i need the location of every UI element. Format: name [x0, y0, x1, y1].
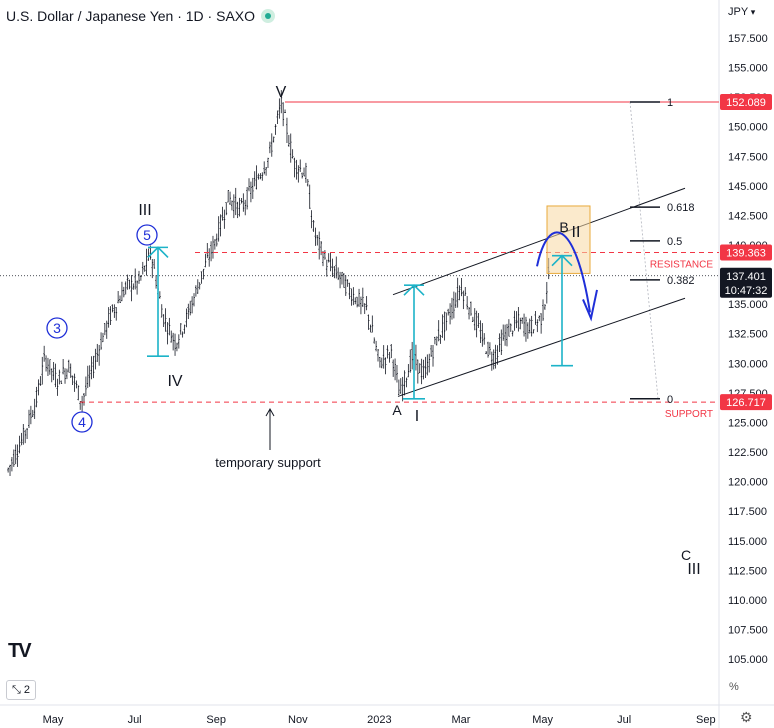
fib-level-label: 0 [667, 394, 673, 406]
bar-countdown-label: 10:47:32 [725, 285, 768, 297]
price-axis-badge: 139.363 [720, 244, 772, 261]
price-tick-label: 110.000 [728, 595, 767, 607]
last-price-bg [720, 267, 772, 298]
time-tick-label: Nov [288, 714, 308, 726]
time-axis[interactable]: May Jul Sep Nov 2023 Mar May Jul Sep [43, 714, 716, 726]
price-tick-label: 132.500 [728, 329, 768, 341]
measured-move-right [551, 254, 573, 367]
price-axis-badge: 126.717 [720, 394, 772, 411]
zoom-label: 2 [23, 684, 30, 696]
wave-iii-label: III [138, 202, 151, 219]
projection-arc [536, 231, 591, 313]
price-tick-label: 155.000 [728, 63, 768, 75]
wave-i-label: I [415, 408, 419, 425]
price-tick-label: 120.000 [728, 477, 768, 489]
time-tick-label: Mar [452, 714, 471, 726]
wave-a-label: A [392, 402, 402, 418]
price-badge-bg [720, 394, 772, 411]
market-open-status-icon [261, 9, 276, 23]
wave-circle-5: 5 [136, 224, 158, 246]
wave-circle-4: 4 [71, 411, 93, 433]
last-price-badge: 137.401 10:47:32 [720, 267, 772, 298]
price-tick-label: 122.500 [728, 447, 768, 459]
resistance-label: RESISTANCE [650, 260, 713, 271]
wave-v-label: V [276, 84, 287, 101]
candles [7, 90, 550, 476]
gear-icon[interactable]: ⚙ [740, 709, 753, 725]
fib-level-label: 0.618 [667, 202, 695, 214]
channel-upper-line [392, 187, 686, 296]
wave-circle-label: 3 [53, 320, 61, 336]
fib-level-label: 0.5 [667, 236, 682, 248]
price-badge-label: 139.363 [726, 248, 766, 260]
price-tick-label: 145.000 [728, 181, 768, 193]
price-badge-bg [720, 94, 772, 110]
temporary-support-label: temporary support [215, 455, 321, 470]
price-tick-label: 130.000 [728, 358, 768, 370]
wave-b-degree-label: II [572, 224, 581, 241]
projection-arrowhead [582, 289, 598, 322]
fib-level-label: 0.382 [667, 275, 695, 287]
tradingview-logo-icon: TV [8, 640, 32, 662]
price-tick-label: 150.000 [728, 122, 768, 134]
time-tick-label: Sep [206, 714, 226, 726]
price-axis-badge: 152.089 [720, 94, 772, 110]
price-tick-label: 112.500 [728, 565, 767, 577]
price-tick-label: 157.500 [728, 33, 768, 45]
wave-circle [136, 224, 158, 246]
currency-selector[interactable]: JPY [728, 6, 755, 18]
price-tick-label: 107.500 [728, 624, 768, 636]
time-tick-label: Jul [128, 714, 142, 726]
price-tick-label: 115.000 [728, 536, 767, 548]
wave-circle-3: 3 [46, 317, 68, 339]
wave-iv-label: IV [167, 373, 182, 390]
measured-move-middle [403, 284, 425, 400]
price-badge-label: 152.089 [726, 97, 766, 109]
price-badge-label: 126.717 [726, 397, 766, 409]
symbol-title: U.S. Dollar / Japanese Yen · 1D · SAXO [6, 8, 256, 24]
time-tick-label: May [43, 714, 64, 726]
last-price-label: 137.401 [726, 271, 766, 283]
support-label: SUPPORT [665, 409, 713, 420]
time-tick-label: Jul [617, 714, 631, 726]
price-tick-label: 125.000 [728, 417, 768, 429]
price-tick-label: 142.500 [728, 210, 768, 222]
measured-move-left [147, 246, 169, 358]
wave-c-label: C [681, 547, 691, 563]
time-tick-label: May [532, 714, 553, 726]
wave-c-degree-label: III [687, 561, 700, 578]
zoom-button[interactable]: ⤡ 2 [6, 680, 36, 700]
chart-title: U.S. Dollar / Japanese Yen · 1D · SAXO [6, 8, 276, 24]
price-tick-label: 117.500 [728, 506, 767, 518]
fib-trend-line [629, 101, 659, 399]
percent-scale-toggle[interactable]: % [729, 681, 739, 693]
channel-lower-line [397, 297, 686, 397]
wave-circle-label: 5 [143, 227, 151, 243]
price-axis[interactable]: 157.500155.000152.500150.000147.500145.0… [728, 33, 768, 666]
fib-level-label: 1 [667, 97, 673, 109]
wave-b-label: B [559, 219, 568, 235]
wave-circle [71, 411, 93, 433]
price-tick-label: 105.000 [728, 654, 768, 666]
temporary-support-arrowhead [265, 407, 275, 417]
price-tick-label: 135.000 [728, 299, 768, 311]
time-tick-label: 2023 [367, 714, 391, 726]
wave-circle-label: 4 [78, 414, 86, 430]
wave-circle [46, 317, 68, 339]
time-tick-label: Sep [696, 714, 716, 726]
price-tick-label: 147.500 [728, 151, 768, 163]
price-badge-bg [720, 244, 772, 261]
